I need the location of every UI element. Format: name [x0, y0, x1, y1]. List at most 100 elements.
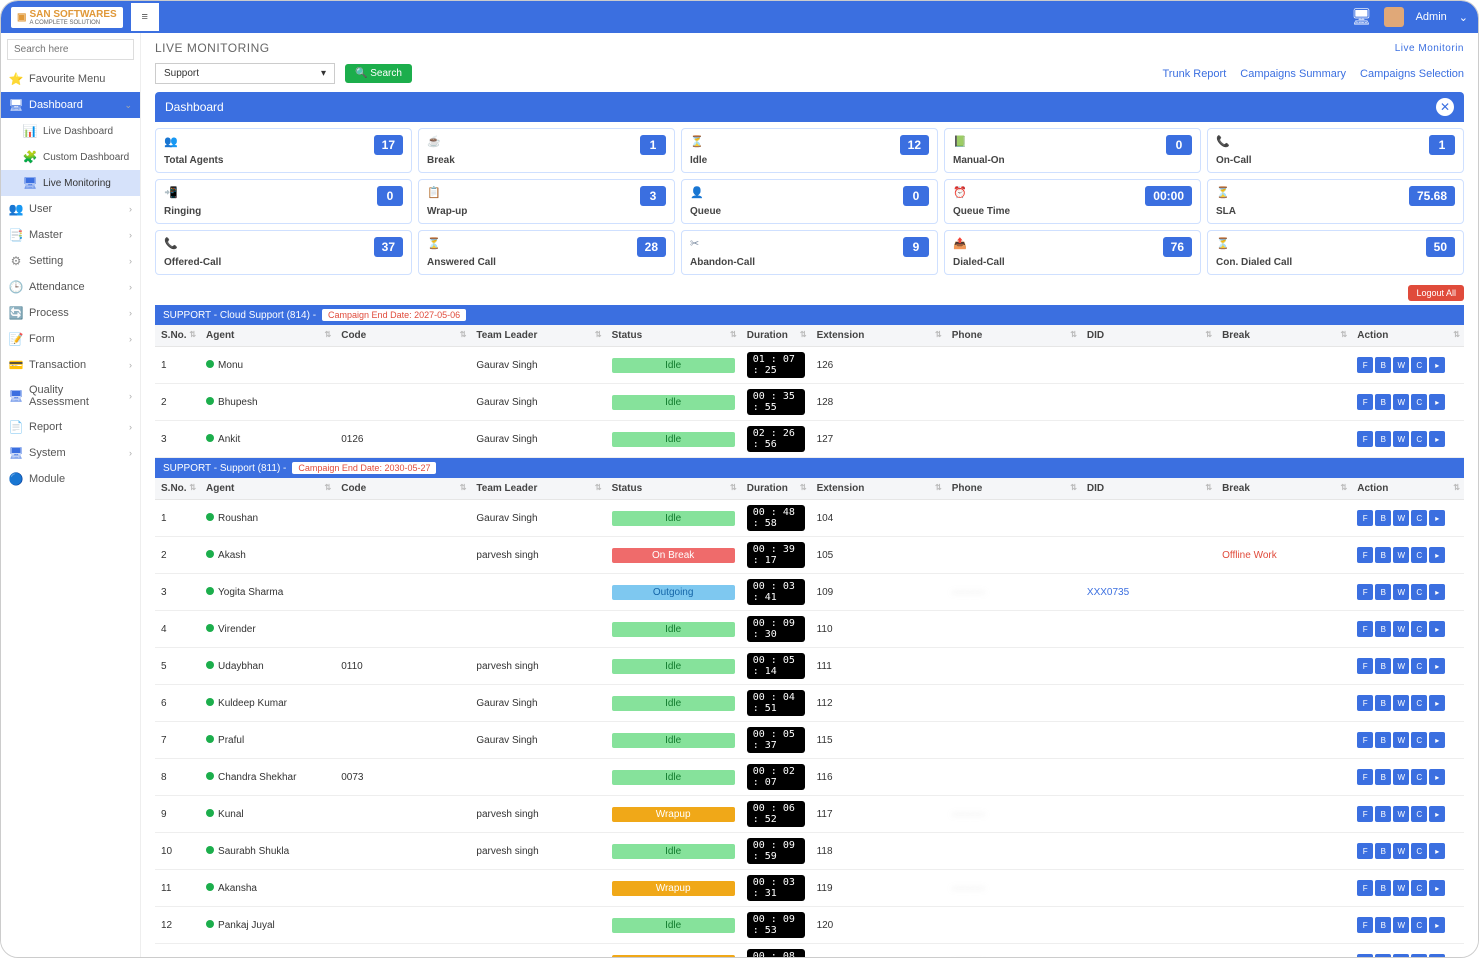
column-code[interactable]: Code⇅ — [335, 478, 470, 500]
sort-icon[interactable]: ⇅ — [1070, 330, 1077, 339]
action-B-button[interactable]: B — [1375, 917, 1391, 933]
action-B-button[interactable]: B — [1375, 584, 1391, 600]
nav-link-campaigns-summary[interactable]: Campaigns Summary — [1240, 68, 1346, 80]
avatar[interactable] — [1384, 7, 1404, 27]
sort-icon[interactable]: ⇅ — [460, 483, 467, 492]
action-▸-button[interactable]: ▸ — [1429, 806, 1445, 822]
action-F-button[interactable]: F — [1357, 880, 1373, 896]
action-B-button[interactable]: B — [1375, 394, 1391, 410]
hamburger-menu[interactable]: ≡ — [131, 3, 159, 31]
action-F-button[interactable]: F — [1357, 843, 1373, 859]
action-C-button[interactable]: C — [1411, 806, 1427, 822]
sidebar-item-transaction[interactable]: 💳Transaction› — [1, 352, 140, 378]
action-W-button[interactable]: W — [1393, 431, 1409, 447]
action-W-button[interactable]: W — [1393, 584, 1409, 600]
campaign-select[interactable]: Support▾ — [155, 63, 335, 84]
column-break[interactable]: Break⇅ — [1216, 478, 1351, 500]
close-icon[interactable]: ✕ — [1436, 98, 1454, 116]
action-▸-button[interactable]: ▸ — [1429, 510, 1445, 526]
sidebar-item-custom-dashboard[interactable]: 🧩Custom Dashboard — [1, 144, 140, 170]
action-F-button[interactable]: F — [1357, 547, 1373, 563]
action-C-button[interactable]: C — [1411, 394, 1427, 410]
sort-icon[interactable]: ⇅ — [800, 483, 807, 492]
action-B-button[interactable]: B — [1375, 769, 1391, 785]
sort-icon[interactable]: ⇅ — [800, 330, 807, 339]
sort-icon[interactable]: ⇅ — [460, 330, 467, 339]
sidebar-item-process[interactable]: 🔄Process› — [1, 300, 140, 326]
nav-link-campaigns-selection[interactable]: Campaigns Selection — [1360, 68, 1464, 80]
sidebar-item-system[interactable]: 🖥System› — [1, 440, 140, 466]
sidebar-item-form[interactable]: 📝Form› — [1, 326, 140, 352]
action-B-button[interactable]: B — [1375, 547, 1391, 563]
monitor-icon[interactable]: 🖥 — [1351, 7, 1371, 27]
column-extension[interactable]: Extension⇅ — [811, 325, 946, 347]
action-B-button[interactable]: B — [1375, 357, 1391, 373]
column-s-no-[interactable]: S.No.⇅ — [155, 325, 200, 347]
action-F-button[interactable]: F — [1357, 510, 1373, 526]
action-C-button[interactable]: C — [1411, 695, 1427, 711]
column-action[interactable]: Action⇅ — [1351, 325, 1464, 347]
sidebar-item-setting[interactable]: ⚙Setting› — [1, 248, 140, 274]
action-C-button[interactable]: C — [1411, 431, 1427, 447]
column-team-leader[interactable]: Team Leader⇅ — [470, 478, 605, 500]
action-W-button[interactable]: W — [1393, 880, 1409, 896]
action-F-button[interactable]: F — [1357, 394, 1373, 410]
logout-all-button[interactable]: Logout All — [1408, 285, 1464, 301]
sort-icon[interactable]: ⇅ — [595, 330, 602, 339]
column-status[interactable]: Status⇅ — [606, 478, 741, 500]
action-F-button[interactable]: F — [1357, 954, 1373, 957]
action-▸-button[interactable]: ▸ — [1429, 695, 1445, 711]
sort-icon[interactable]: ⇅ — [1205, 483, 1212, 492]
action-F-button[interactable]: F — [1357, 621, 1373, 637]
sidebar-item-attendance[interactable]: 🕒Attendance› — [1, 274, 140, 300]
action-▸-button[interactable]: ▸ — [1429, 547, 1445, 563]
sidebar-item-module[interactable]: 🔵Module — [1, 466, 140, 492]
action-B-button[interactable]: B — [1375, 843, 1391, 859]
sidebar-item-report[interactable]: 📄Report› — [1, 414, 140, 440]
column-phone[interactable]: Phone⇅ — [946, 325, 1081, 347]
action-W-button[interactable]: W — [1393, 547, 1409, 563]
action-B-button[interactable]: B — [1375, 431, 1391, 447]
action-B-button[interactable]: B — [1375, 510, 1391, 526]
action-▸-button[interactable]: ▸ — [1429, 843, 1445, 859]
action-F-button[interactable]: F — [1357, 357, 1373, 373]
sort-icon[interactable]: ⇅ — [935, 483, 942, 492]
chevron-down-icon[interactable]: ⌄ — [1459, 11, 1468, 24]
sidebar-item-live-dashboard[interactable]: 📊Live Dashboard — [1, 118, 140, 144]
sort-icon[interactable]: ⇅ — [325, 483, 332, 492]
action-W-button[interactable]: W — [1393, 917, 1409, 933]
column-action[interactable]: Action⇅ — [1351, 478, 1464, 500]
column-status[interactable]: Status⇅ — [606, 325, 741, 347]
action-▸-button[interactable]: ▸ — [1429, 917, 1445, 933]
action-F-button[interactable]: F — [1357, 917, 1373, 933]
action-C-button[interactable]: C — [1411, 769, 1427, 785]
action-C-button[interactable]: C — [1411, 732, 1427, 748]
sort-icon[interactable]: ⇅ — [595, 483, 602, 492]
sidebar-item-favourite-menu[interactable]: ⭐Favourite Menu — [1, 66, 140, 92]
action-W-button[interactable]: W — [1393, 695, 1409, 711]
action-W-button[interactable]: W — [1393, 357, 1409, 373]
action-C-button[interactable]: C — [1411, 357, 1427, 373]
sort-icon[interactable]: ⇅ — [935, 330, 942, 339]
sort-icon[interactable]: ⇅ — [189, 330, 196, 339]
action-W-button[interactable]: W — [1393, 621, 1409, 637]
action-W-button[interactable]: W — [1393, 510, 1409, 526]
sort-icon[interactable]: ⇅ — [1070, 483, 1077, 492]
action-▸-button[interactable]: ▸ — [1429, 621, 1445, 637]
column-team-leader[interactable]: Team Leader⇅ — [470, 325, 605, 347]
action-F-button[interactable]: F — [1357, 431, 1373, 447]
action-B-button[interactable]: B — [1375, 880, 1391, 896]
column-code[interactable]: Code⇅ — [335, 325, 470, 347]
column-agent[interactable]: Agent⇅ — [200, 325, 335, 347]
action-▸-button[interactable]: ▸ — [1429, 431, 1445, 447]
action-W-button[interactable]: W — [1393, 843, 1409, 859]
column-s-no-[interactable]: S.No.⇅ — [155, 478, 200, 500]
action-C-button[interactable]: C — [1411, 658, 1427, 674]
column-agent[interactable]: Agent⇅ — [200, 478, 335, 500]
column-did[interactable]: DID⇅ — [1081, 325, 1216, 347]
sort-icon[interactable]: ⇅ — [730, 483, 737, 492]
action-F-button[interactable]: F — [1357, 769, 1373, 785]
action-▸-button[interactable]: ▸ — [1429, 357, 1445, 373]
action-▸-button[interactable]: ▸ — [1429, 954, 1445, 957]
column-break[interactable]: Break⇅ — [1216, 325, 1351, 347]
